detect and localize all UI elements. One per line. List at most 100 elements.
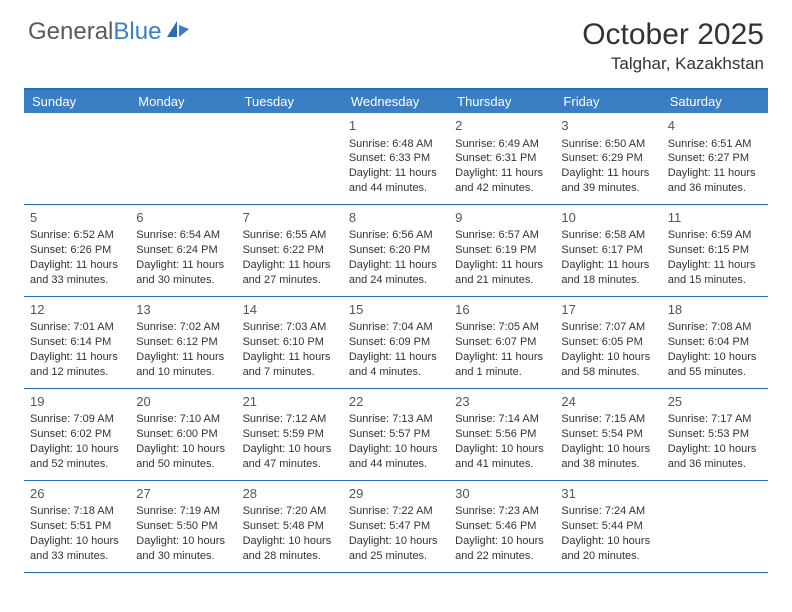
day-cell: 30Sunrise: 7:23 AMSunset: 5:46 PMDayligh… [449, 481, 555, 572]
daylight-text: and 12 minutes. [30, 365, 124, 380]
day-cell: 31Sunrise: 7:24 AMSunset: 5:44 PMDayligh… [555, 481, 661, 572]
day-number: 22 [349, 393, 443, 411]
daylight-text: Daylight: 10 hours [243, 442, 337, 457]
sunrise-text: Sunrise: 6:50 AM [561, 137, 655, 152]
sunrise-text: Sunrise: 7:09 AM [30, 412, 124, 427]
day-number: 9 [455, 209, 549, 227]
day-cell: 8Sunrise: 6:56 AMSunset: 6:20 PMDaylight… [343, 205, 449, 296]
sunrise-text: Sunrise: 6:54 AM [136, 228, 230, 243]
daylight-text: and 58 minutes. [561, 365, 655, 380]
header: GeneralBlue October 2025 Talghar, Kazakh… [0, 0, 792, 74]
day-cell: 16Sunrise: 7:05 AMSunset: 6:07 PMDayligh… [449, 297, 555, 388]
daylight-text: and 27 minutes. [243, 273, 337, 288]
daylight-text: Daylight: 11 hours [668, 258, 762, 273]
day-header-cell: Monday [130, 90, 236, 113]
day-number: 16 [455, 301, 549, 319]
daylight-text: and 47 minutes. [243, 457, 337, 472]
day-number: 7 [243, 209, 337, 227]
sunset-text: Sunset: 6:31 PM [455, 151, 549, 166]
sunset-text: Sunset: 6:04 PM [668, 335, 762, 350]
daylight-text: and 36 minutes. [668, 457, 762, 472]
sunset-text: Sunset: 6:17 PM [561, 243, 655, 258]
daylight-text: Daylight: 11 hours [668, 166, 762, 181]
sunset-text: Sunset: 6:20 PM [349, 243, 443, 258]
daylight-text: and 22 minutes. [455, 549, 549, 564]
day-cell: 5Sunrise: 6:52 AMSunset: 6:26 PMDaylight… [24, 205, 130, 296]
calendar: SundayMondayTuesdayWednesdayThursdayFrid… [24, 88, 768, 573]
sunset-text: Sunset: 6:15 PM [668, 243, 762, 258]
sunrise-text: Sunrise: 7:18 AM [30, 504, 124, 519]
logo-text-1: General [28, 18, 113, 46]
day-cell: 4Sunrise: 6:51 AMSunset: 6:27 PMDaylight… [662, 113, 768, 204]
sunrise-text: Sunrise: 6:56 AM [349, 228, 443, 243]
daylight-text: and 21 minutes. [455, 273, 549, 288]
sunset-text: Sunset: 6:33 PM [349, 151, 443, 166]
sunset-text: Sunset: 6:29 PM [561, 151, 655, 166]
daylight-text: Daylight: 10 hours [561, 442, 655, 457]
daylight-text: Daylight: 11 hours [136, 258, 230, 273]
day-number: 20 [136, 393, 230, 411]
daylight-text: and 50 minutes. [136, 457, 230, 472]
day-number: 14 [243, 301, 337, 319]
day-cell [24, 113, 130, 204]
week-row: 5Sunrise: 6:52 AMSunset: 6:26 PMDaylight… [24, 205, 768, 297]
day-cell: 26Sunrise: 7:18 AMSunset: 5:51 PMDayligh… [24, 481, 130, 572]
day-number: 2 [455, 117, 549, 135]
day-cell: 15Sunrise: 7:04 AMSunset: 6:09 PMDayligh… [343, 297, 449, 388]
day-cell: 19Sunrise: 7:09 AMSunset: 6:02 PMDayligh… [24, 389, 130, 480]
day-cell: 3Sunrise: 6:50 AMSunset: 6:29 PMDaylight… [555, 113, 661, 204]
daylight-text: Daylight: 10 hours [30, 442, 124, 457]
day-number: 19 [30, 393, 124, 411]
sunrise-text: Sunrise: 7:17 AM [668, 412, 762, 427]
daylight-text: and 24 minutes. [349, 273, 443, 288]
daylight-text: and 1 minute. [455, 365, 549, 380]
daylight-text: Daylight: 10 hours [561, 534, 655, 549]
daylight-text: and 4 minutes. [349, 365, 443, 380]
daylight-text: and 25 minutes. [349, 549, 443, 564]
sunrise-text: Sunrise: 6:59 AM [668, 228, 762, 243]
sunrise-text: Sunrise: 7:07 AM [561, 320, 655, 335]
sunrise-text: Sunrise: 7:03 AM [243, 320, 337, 335]
daylight-text: and 28 minutes. [243, 549, 337, 564]
daylight-text: Daylight: 11 hours [455, 258, 549, 273]
title-block: October 2025 Talghar, Kazakhstan [582, 18, 764, 74]
sunset-text: Sunset: 6:07 PM [455, 335, 549, 350]
daylight-text: Daylight: 10 hours [349, 534, 443, 549]
sunrise-text: Sunrise: 7:10 AM [136, 412, 230, 427]
day-header-row: SundayMondayTuesdayWednesdayThursdayFrid… [24, 90, 768, 113]
daylight-text: and 7 minutes. [243, 365, 337, 380]
sunrise-text: Sunrise: 7:05 AM [455, 320, 549, 335]
daylight-text: and 30 minutes. [136, 273, 230, 288]
daylight-text: Daylight: 11 hours [561, 166, 655, 181]
daylight-text: Daylight: 10 hours [30, 534, 124, 549]
day-number: 8 [349, 209, 443, 227]
day-number: 25 [668, 393, 762, 411]
day-cell: 21Sunrise: 7:12 AMSunset: 5:59 PMDayligh… [237, 389, 343, 480]
daylight-text: Daylight: 11 hours [455, 166, 549, 181]
month-title: October 2025 [582, 18, 764, 52]
day-number: 18 [668, 301, 762, 319]
day-number: 4 [668, 117, 762, 135]
sunrise-text: Sunrise: 7:19 AM [136, 504, 230, 519]
sunset-text: Sunset: 6:00 PM [136, 427, 230, 442]
day-cell: 1Sunrise: 6:48 AMSunset: 6:33 PMDaylight… [343, 113, 449, 204]
day-cell [662, 481, 768, 572]
sunset-text: Sunset: 5:59 PM [243, 427, 337, 442]
sunrise-text: Sunrise: 6:49 AM [455, 137, 549, 152]
day-cell: 7Sunrise: 6:55 AMSunset: 6:22 PMDaylight… [237, 205, 343, 296]
sunset-text: Sunset: 6:24 PM [136, 243, 230, 258]
day-number: 6 [136, 209, 230, 227]
daylight-text: and 18 minutes. [561, 273, 655, 288]
sunrise-text: Sunrise: 7:20 AM [243, 504, 337, 519]
daylight-text: Daylight: 10 hours [349, 442, 443, 457]
sunset-text: Sunset: 5:44 PM [561, 519, 655, 534]
day-cell: 17Sunrise: 7:07 AMSunset: 6:05 PMDayligh… [555, 297, 661, 388]
sunrise-text: Sunrise: 6:58 AM [561, 228, 655, 243]
sunrise-text: Sunrise: 7:13 AM [349, 412, 443, 427]
sunrise-text: Sunrise: 7:24 AM [561, 504, 655, 519]
daylight-text: Daylight: 11 hours [30, 258, 124, 273]
week-row: 26Sunrise: 7:18 AMSunset: 5:51 PMDayligh… [24, 481, 768, 573]
daylight-text: and 52 minutes. [30, 457, 124, 472]
sunset-text: Sunset: 5:57 PM [349, 427, 443, 442]
daylight-text: and 44 minutes. [349, 457, 443, 472]
